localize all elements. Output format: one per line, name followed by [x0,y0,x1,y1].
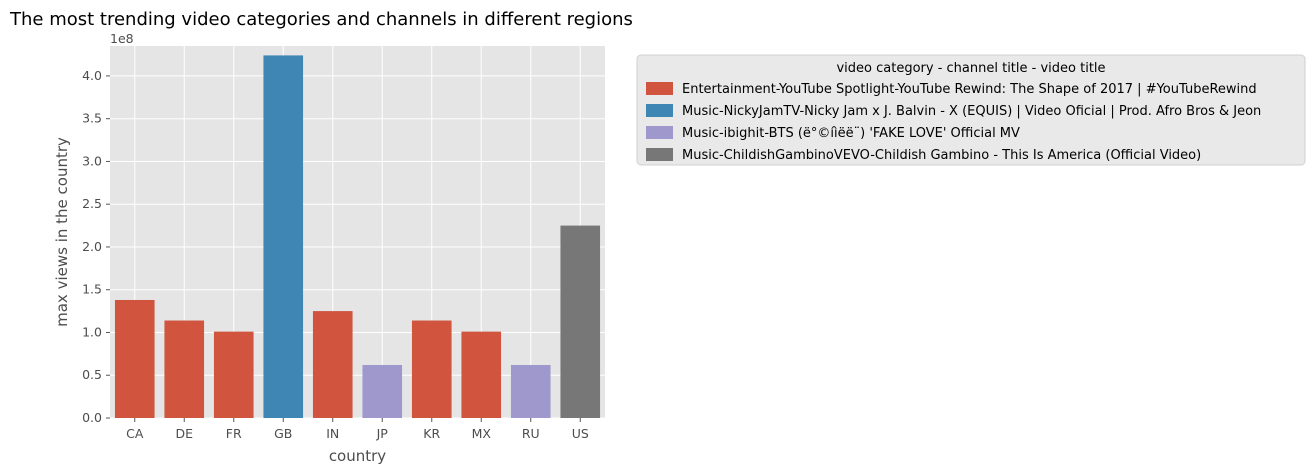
legend-swatch [646,126,673,139]
y-axis-label: max views in the country [53,137,71,327]
bar-ca [114,299,155,418]
x-tick-label: RU [522,426,540,441]
y-tick-label: 3.0 [82,153,102,168]
x-tick-label: GB [274,426,292,441]
bar-gb [263,55,304,419]
bar-jp [362,364,403,418]
y-tick-label: 2.0 [82,239,102,254]
legend-title: video category - channel title - video t… [836,61,1105,76]
legend-swatch [646,148,673,161]
x-tick-label: CA [126,426,144,441]
y-tick-label: 0.5 [82,367,102,382]
y-axis-ticks: 0.0 0.5 1.0 1.5 2.0 2.5 3.0 3.5 4.0 [82,68,110,425]
legend-entry-label: Entertainment-YouTube Spotlight-YouTube … [682,82,1257,97]
legend-entry-label: Music-ibighit-BTS (ë°©íìëë¨) 'FAKE LOVE'… [682,126,1020,141]
bar-ru [510,364,551,418]
legend-entry-label: Music-NickyJamTV-Nicky Jam x J. Balvin -… [682,104,1261,119]
x-tick-label: MX [472,426,492,441]
x-tick-label: FR [226,426,242,441]
x-tick-label: KR [423,426,440,441]
legend-box [636,54,1306,166]
bar-in [312,311,353,418]
y-tick-label: 4.0 [82,68,102,83]
bar-us [560,225,601,418]
y-tick-label: 0.0 [82,410,102,425]
x-axis-ticks: CA DE FR GB IN JP KR MX RU US [126,418,589,441]
y-tick-label: 3.5 [82,111,102,126]
x-tick-label: JP [376,426,389,441]
chart-title: The most trending video categories and c… [9,9,633,30]
legend-entry-label: Music-ChildishGambinoVEVO-Childish Gambi… [682,148,1201,163]
bar-de [164,320,205,418]
bar-mx [461,331,502,418]
x-tick-label: IN [326,426,339,441]
y-tick-label: 2.5 [82,196,102,211]
legend-swatch [646,104,673,117]
legend-swatch [646,82,673,95]
y-offset-text: 1e8 [110,31,134,46]
bar-kr [411,320,452,418]
legend: video category - channel title - video t… [636,54,1306,166]
y-tick-label: 1.5 [82,282,102,297]
bar-fr [213,331,254,418]
bars [114,55,601,419]
x-axis-label: country [329,447,386,465]
legend-entries: Entertainment-YouTube Spotlight-YouTube … [646,82,1261,163]
x-tick-label: DE [175,426,193,441]
x-tick-label: US [572,426,589,441]
y-tick-label: 1.0 [82,324,102,339]
